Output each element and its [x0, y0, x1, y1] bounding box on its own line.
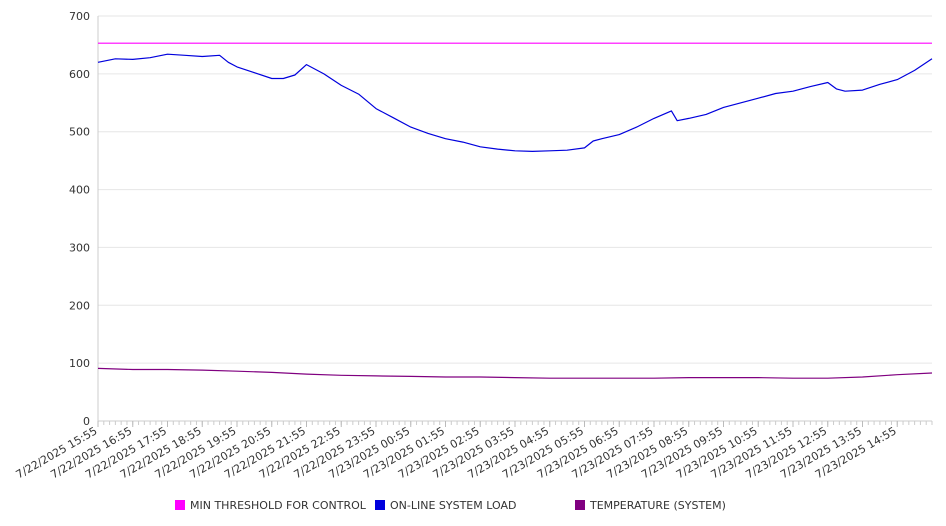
y-tick-label: 300	[69, 241, 90, 254]
y-tick-label: 700	[69, 10, 90, 23]
system-load-line	[97, 53, 933, 152]
y-tick-label: 200	[69, 299, 90, 312]
legend-item-system-load[interactable]: ON-LINE SYSTEM LOAD	[375, 497, 516, 513]
y-tick-label: 100	[69, 357, 90, 370]
legend-item-threshold[interactable]: MIN THRESHOLD FOR CONTROL	[175, 497, 366, 513]
y-tick-label: 500	[69, 126, 90, 139]
legend-swatch	[375, 500, 385, 510]
series-lines	[97, 42, 933, 379]
temperature-line	[97, 367, 933, 379]
y-tick-label: 0	[83, 415, 90, 428]
legend-label: TEMPERATURE (SYSTEM)	[590, 498, 726, 512]
y-axis-ticks: 0 100 200 300 400 500 600 700	[69, 10, 90, 428]
y-tick-label: 400	[69, 184, 90, 197]
y-tick-label: 600	[69, 68, 90, 81]
legend-item-temperature[interactable]: TEMPERATURE (SYSTEM)	[575, 497, 726, 513]
gridlines	[98, 15, 932, 364]
legend-swatch	[575, 500, 585, 510]
legend-label: ON-LINE SYSTEM LOAD	[390, 498, 517, 512]
x-axis-ticks: 7/22/2025 15:557/22/2025 16:557/22/2025 …	[14, 424, 899, 481]
legend-label: MIN THRESHOLD FOR CONTROL	[190, 498, 366, 512]
legend-swatch	[175, 500, 185, 510]
axes	[97, 16, 933, 427]
